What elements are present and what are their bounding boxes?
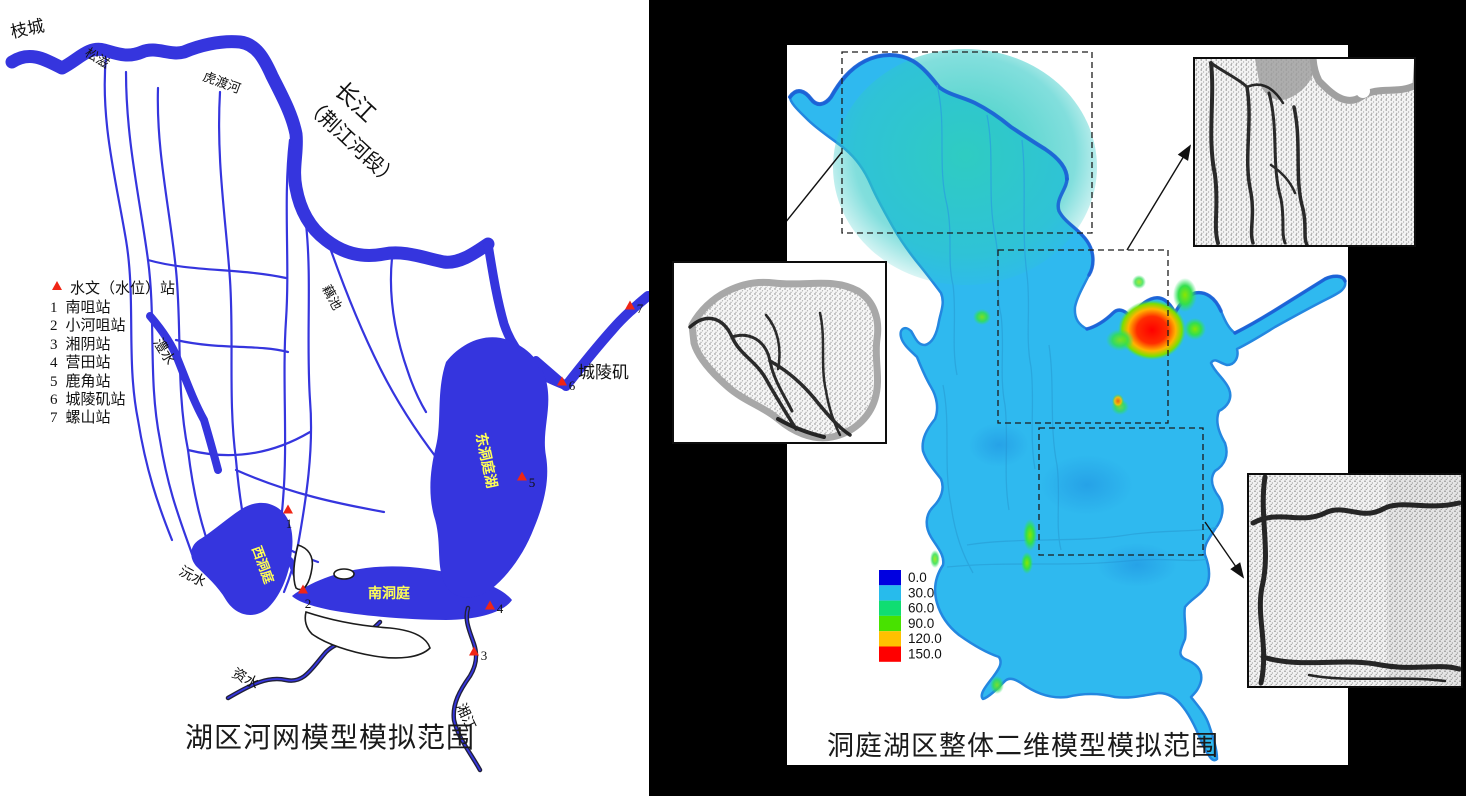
triangle-icon — [485, 600, 495, 610]
mesh-channels — [688, 311, 852, 439]
legend-swatch — [879, 570, 901, 586]
left-map: 1 2 3 4 5 6 7 — [5, 16, 649, 773]
legend-value: 30.0 — [908, 585, 934, 600]
mesh-inset-bottomright-drawing — [1249, 475, 1461, 686]
north-rim — [788, 53, 1069, 181]
triangle-icon — [625, 300, 635, 310]
right-map-caption: 洞庭湖区整体二维模型模拟范围 — [827, 731, 1219, 761]
legend-value: 120.0 — [908, 631, 942, 646]
white-cove — [1309, 59, 1414, 104]
connector-line-topright — [1126, 145, 1191, 251]
yangtze-river — [5, 35, 649, 391]
arrowhead-topright — [1177, 144, 1192, 161]
west-dongting-lake — [191, 502, 293, 615]
depth-legend: 0.0 30.0 60.0 90.0 120.0 150.0 — [879, 570, 942, 662]
station-number: 5 — [529, 475, 536, 490]
station-marker-3: 3 — [469, 646, 488, 663]
station-marker-7: 7 — [625, 300, 644, 316]
station-legend: 水文（水位）站 1 南咀站 2 小河咀站 3 湘阴站 4 营田站 5 鹿角站 6 城陵矶站 … — [50, 280, 175, 426]
label-chenglingji: 城陵矶 — [578, 363, 629, 382]
label-zhicheng: 枝城 — [9, 16, 46, 42]
deep-patch — [1097, 543, 1177, 587]
connector-line-left — [787, 151, 843, 222]
mesh-channels — [1250, 475, 1461, 686]
legend-value: 150.0 — [908, 647, 942, 662]
legend-row: 5 鹿角站 — [50, 373, 111, 390]
upper-lobe-tint — [833, 49, 1097, 285]
legend-swatch — [879, 631, 901, 647]
triangle-icon — [298, 584, 308, 594]
deep-patch — [969, 423, 1029, 467]
station-marker-5: 5 — [517, 471, 536, 490]
darker-mesh-column — [1387, 475, 1461, 686]
triangle-icon — [517, 471, 527, 481]
lake-body — [788, 49, 1347, 762]
station-marker-1: 1 — [283, 504, 293, 531]
legend-row: 2 小河咀站 — [50, 317, 126, 334]
deep-patch — [1041, 455, 1133, 515]
lakes — [191, 337, 549, 620]
label-south-dongting: 南洞庭 — [368, 585, 411, 602]
label-hudu-river: 虎渡河 — [201, 69, 243, 96]
mesh-inset-bottomright — [1247, 473, 1463, 688]
triangle-icon — [557, 376, 567, 386]
mesh-region — [688, 278, 882, 442]
legend-swatch — [879, 585, 901, 601]
yangtze-band — [5, 35, 495, 269]
legend-triangle-icon — [52, 281, 62, 290]
station-marker-6: 6 — [557, 376, 576, 393]
station-marker-4: 4 — [485, 600, 504, 616]
legend-swatch — [879, 615, 901, 632]
xiangjiang-river — [451, 605, 483, 773]
connector-arrows — [787, 144, 1245, 579]
legend-row: 4 营田站 — [50, 354, 111, 371]
depth-hotspots — [930, 275, 1206, 694]
legend-row: 1 南咀站 — [50, 299, 111, 316]
zoom-rectangles — [841, 51, 1204, 556]
right-map: 0.0 30.0 60.0 90.0 120.0 150.0 — [787, 49, 1347, 762]
left-map-caption: 湖区河网模型模拟范围 — [184, 723, 475, 754]
triangle-icon — [469, 646, 479, 656]
mesh-inset-topright — [1193, 57, 1416, 247]
luoshan-reach — [561, 291, 649, 391]
legend-swatch — [879, 646, 901, 662]
legend-value: 60.0 — [908, 601, 934, 616]
label-ouchi: 藕池 — [319, 282, 344, 312]
legend-row: 3 湘阴站 — [50, 336, 111, 353]
station-marker-2: 2 — [298, 584, 312, 611]
legend-value: 90.0 — [908, 616, 934, 631]
station-number: 6 — [569, 378, 576, 393]
lishui-river — [146, 312, 222, 474]
neck-rim — [1056, 177, 1095, 277]
zoom-rect-middle — [997, 249, 1169, 424]
ne-arm-rim — [1233, 274, 1347, 335]
white-notch — [1356, 84, 1370, 98]
mesh-inset-left-drawing — [688, 278, 882, 442]
station-number: 3 — [481, 648, 488, 663]
legend-title: 水文（水位）站 — [70, 280, 175, 297]
mesh-inset-left — [672, 261, 887, 444]
station-number: 1 — [286, 516, 293, 531]
island — [333, 568, 355, 580]
east-dongting-lake — [430, 337, 549, 598]
station-number: 4 — [497, 601, 504, 616]
zoom-rect-north — [841, 51, 1093, 234]
arrowhead-bottomright — [1230, 562, 1245, 579]
legend-row: 6 城陵矶站 — [50, 391, 126, 408]
mesh-inset-topright-drawing — [1195, 59, 1414, 245]
station-number: 7 — [637, 301, 644, 316]
mesh-channels — [1209, 61, 1309, 245]
station-markers: 1 2 3 4 5 6 7 — [283, 300, 644, 663]
legend-value: 0.0 — [908, 570, 927, 585]
legend-swatch — [879, 600, 901, 616]
zoom-rect-south — [1038, 427, 1204, 556]
river-network-channels — [103, 54, 484, 594]
polder-outlines — [293, 543, 431, 659]
triangle-icon — [283, 504, 293, 514]
station-number: 2 — [305, 596, 312, 611]
legend-row: 7 螺山站 — [50, 409, 111, 426]
